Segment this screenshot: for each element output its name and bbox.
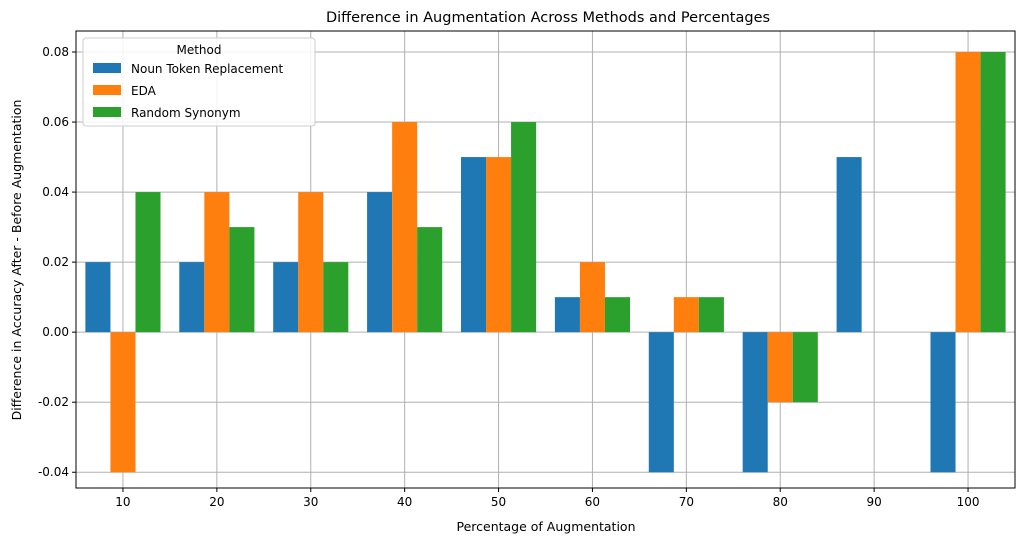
bar <box>955 52 981 333</box>
bar <box>135 192 161 333</box>
x-tick-label: 60 <box>585 495 600 509</box>
x-tick-label: 70 <box>679 495 694 509</box>
bars <box>85 52 1006 473</box>
bar <box>673 297 699 333</box>
legend-entry: Noun Token Replacement <box>131 62 283 76</box>
bar <box>417 227 443 333</box>
bar <box>742 332 768 473</box>
y-tick-label: 0.08 <box>42 45 69 59</box>
x-tick-label: 80 <box>773 495 788 509</box>
y-axis-label: Difference in Accuracy After - Before Au… <box>9 100 24 421</box>
legend-entry: Random Synonym <box>131 106 241 120</box>
x-axis-ticks: 10 20 30 40 50 60 70 80 90 100 <box>115 488 980 509</box>
x-tick-label: 40 <box>397 495 412 509</box>
chart-title: Difference in Augmentation Across Method… <box>326 10 770 26</box>
y-tick-label: 0.02 <box>42 255 69 269</box>
bar <box>110 332 136 473</box>
x-tick-label: 100 <box>957 495 980 509</box>
bar <box>367 192 393 333</box>
bar <box>792 332 818 403</box>
y-tick-label: -0.04 <box>38 465 69 479</box>
bar <box>486 157 512 333</box>
bar <box>836 157 862 333</box>
x-tick-label: 20 <box>209 495 224 509</box>
y-axis-ticks: -0.04 -0.02 0.00 0.02 0.04 0.06 0.08 <box>38 45 76 479</box>
legend-swatch <box>93 85 121 95</box>
bar <box>698 297 724 333</box>
x-tick-label: 90 <box>867 495 882 509</box>
legend: Method Noun Token Replacement EDA Random Sy… <box>82 37 316 127</box>
bar <box>273 262 299 333</box>
bar <box>767 332 793 403</box>
legend-title: Method <box>176 43 221 57</box>
bar <box>179 262 205 333</box>
legend-swatch <box>93 63 121 73</box>
x-tick-label: 50 <box>491 495 506 509</box>
bar <box>298 192 324 333</box>
y-tick-label: 0.06 <box>42 115 69 129</box>
legend-entry: EDA <box>131 84 157 98</box>
bar <box>323 262 349 333</box>
bar <box>930 332 956 473</box>
bar <box>604 297 631 333</box>
bar <box>392 122 418 333</box>
y-tick-label: -0.02 <box>38 395 69 409</box>
y-tick-label: 0.04 <box>42 185 69 199</box>
bar <box>229 227 255 333</box>
bar <box>460 157 487 333</box>
bar <box>648 332 674 473</box>
y-tick-label: 0.00 <box>42 325 69 339</box>
bar <box>554 297 580 333</box>
x-tick-label: 30 <box>303 495 318 509</box>
bar <box>511 122 537 333</box>
plot-frame <box>75 30 1016 489</box>
x-axis-label: Percentage of Augmentation <box>456 519 635 534</box>
bar <box>579 262 605 333</box>
bar <box>85 262 111 333</box>
legend-swatch <box>93 107 121 117</box>
x-tick-label: 10 <box>115 495 130 509</box>
legend-box <box>82 37 316 127</box>
bar <box>980 52 1006 333</box>
bar <box>204 192 230 333</box>
